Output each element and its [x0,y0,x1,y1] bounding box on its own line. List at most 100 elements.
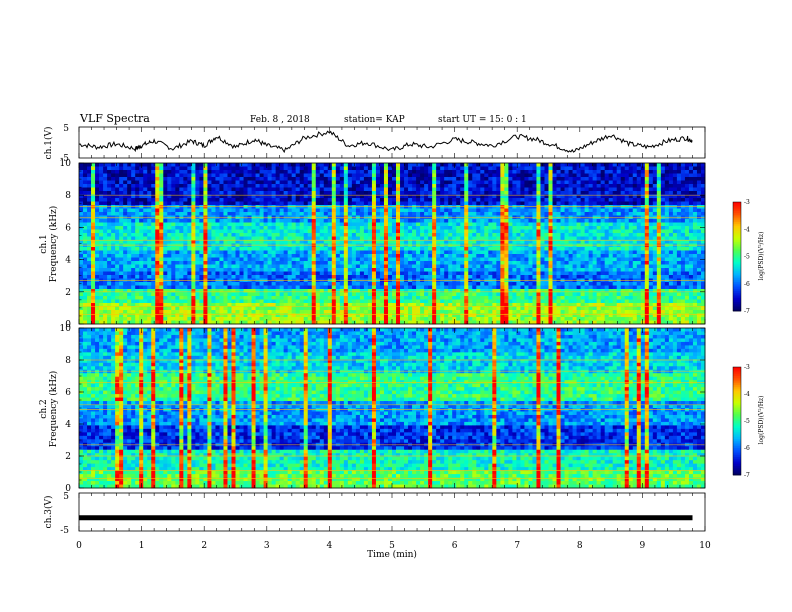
spectrogram-cell [211,271,216,276]
spectrogram-cell [199,254,204,258]
spectrogram-cell [520,247,525,251]
spectrogram-cell [351,184,357,188]
spectrogram-cell [524,254,529,258]
spectrogram-cell [492,261,497,265]
spectrogram-cell [544,257,549,262]
spectrogram-cell [371,222,377,227]
spectrogram-cell [576,257,581,262]
spectrogram-cell [460,177,465,181]
spectrogram-cell [636,268,642,272]
spectrogram-cell [155,173,160,178]
spectrogram-cell [107,236,112,241]
spectrogram-cell [199,250,204,255]
spectrogram-cell [636,212,642,216]
spectrogram-cell [143,198,148,202]
spectrogram-cell [351,191,357,195]
spectrogram-cell [115,268,120,272]
spectrogram-cell [251,184,256,188]
spectrogram-cell [383,208,389,213]
spectrogram-cell [315,184,321,188]
spectrogram-cell [516,240,521,244]
spectrogram-cell [95,187,100,192]
spectrogram-cell [251,271,256,276]
spectrogram-cell [135,268,140,272]
spectrogram-cell [131,268,136,272]
spectrogram-cell [183,163,188,167]
spectrogram-cell [584,219,590,223]
spectrogram-cell [327,201,333,206]
spectrogram-cell [392,212,397,216]
spectrogram-cell [147,194,152,199]
spectrogram-cell [552,173,557,178]
spectrogram-cell [135,180,140,185]
spectrogram-cell [608,198,614,202]
spectrogram-cell [367,233,373,237]
spectrogram-cell [508,261,513,265]
spectrogram-cell [496,208,501,213]
spectrogram-cell [143,205,148,209]
spectrogram-cell [536,180,541,185]
spectrogram-cell [428,166,433,171]
spectrogram-cell [580,226,586,230]
spectrogram-cell [183,257,188,262]
spectrogram-cell [107,198,112,202]
spectrogram-cell [271,229,277,234]
spectrogram-cell [79,261,84,265]
spectrogram-cell [191,198,196,202]
spectrogram-cell [548,187,553,192]
spectrogram-cell [664,198,670,202]
spectrogram-cell [175,222,180,227]
spectrogram-cell [239,264,244,269]
spectrogram-cell [572,240,577,244]
spectrogram-cell [319,240,325,244]
spectrogram-cell [644,177,650,181]
spectrogram-cell [448,219,453,223]
spectrogram-cell [420,191,425,195]
spectrogram-cell [508,254,513,258]
spectrogram-cell [608,250,614,255]
spectrogram-cell [560,219,565,223]
spectrogram-cell [295,229,301,234]
spectrogram-cell [211,219,216,223]
spectrogram-cell [536,257,541,262]
spectrogram-cell [279,205,285,209]
spectrogram-cell [379,212,385,216]
spectrogram-cell [347,205,353,209]
spectrogram-cell [263,264,268,269]
spectrogram-cell [119,205,124,209]
spectrogram-cell [568,222,573,227]
spectrogram-cell [287,240,293,244]
spectrogram-cell [608,219,614,223]
spectrogram-cell [652,268,658,272]
spectrogram-cell [359,194,365,199]
spectrogram-cell [79,163,84,167]
spectrogram-cell [632,233,638,237]
spectrogram-cell [375,250,381,255]
spectrogram-cell [195,236,200,241]
spectrogram-cell [536,187,541,192]
spectrogram-cell [171,226,176,230]
spectrogram-cell [271,264,277,269]
spectrogram-cell [396,163,401,167]
spectrogram-cell [251,194,256,199]
spectrogram-cell [576,201,581,206]
spectrogram-cell [247,184,252,188]
spectrogram-cell [436,240,441,244]
spectrogram-cell [99,205,104,209]
spectrogram-cell [416,163,421,167]
spectrogram-cell [87,208,92,213]
spectrogram-cell [600,222,606,227]
spectrogram-cell [460,191,465,195]
spectrogram-cell [95,180,100,185]
spectrogram-cell [652,205,658,209]
spectrogram-cell [327,254,333,258]
spectrogram-cell [556,205,561,209]
spectrogram-cell [155,240,160,244]
spectrogram-cell [508,170,513,174]
spectrogram-cell [448,191,453,195]
spectrogram-cell [444,201,449,206]
spectrogram-cell [652,240,658,244]
spectrogram-cell [143,271,148,276]
spectrogram-cell [652,254,658,258]
spectrogram-cell [131,250,136,255]
